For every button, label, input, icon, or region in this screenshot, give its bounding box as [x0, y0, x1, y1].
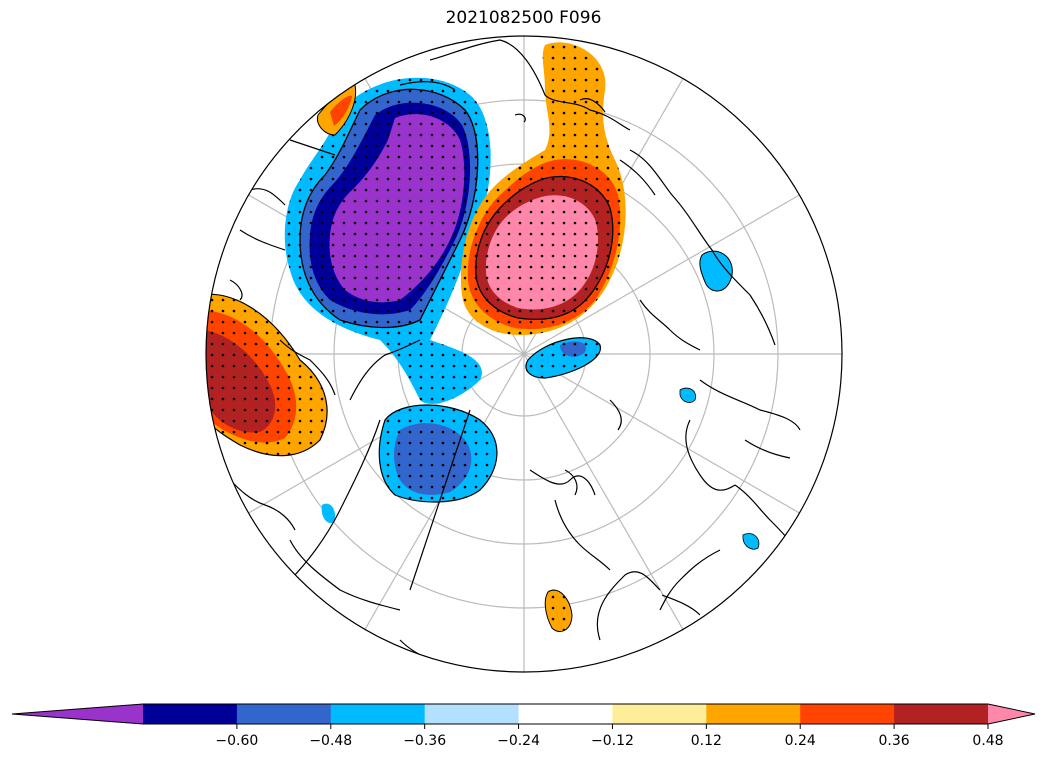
negative-anomaly-small-patches — [321, 250, 760, 550]
meridian-line — [523, 353, 684, 630]
colorbar-tick-label: −0.24 — [497, 733, 540, 749]
coastlines — [229, 39, 801, 661]
colorbar-bin — [894, 704, 989, 724]
meridian-line — [523, 194, 800, 355]
colorbar-tick-label: −0.48 — [309, 733, 352, 749]
colorbar-extend-min — [12, 704, 143, 724]
colorbar-tick-label: 0.36 — [879, 733, 910, 749]
positive-anomaly-region-south — [544, 589, 573, 632]
map-area — [206, 36, 842, 672]
colorbar-bin — [800, 704, 895, 724]
positive-anomaly-region-west — [206, 293, 328, 457]
colorbar-bin — [612, 704, 707, 724]
positive-anomaly-region-central — [460, 42, 626, 336]
colorbar-bin — [706, 704, 801, 724]
colorbar-tick-label: 0.12 — [691, 733, 722, 749]
map-boundary — [205, 35, 843, 673]
colorbar-outline — [11, 703, 1036, 725]
negative-anomaly-region-pole — [525, 337, 601, 379]
colorbar: −0.60 −0.48 −0.36 −0.24 −0.12 0.12 0.24 0.36 0.4… — [11, 703, 1036, 749]
colorbar-extend-max — [988, 704, 1035, 724]
colorbar-tick-label: −0.60 — [215, 733, 258, 749]
colorbar-tick-label: 0.48 — [972, 733, 1003, 749]
colorbar-tick-label: 0.24 — [785, 733, 816, 749]
colorbar-bin — [518, 704, 613, 724]
colorbar-bin — [143, 704, 238, 724]
negative-anomaly-region-west — [284, 77, 491, 404]
colorbar-bin — [424, 704, 520, 724]
colorbar-bin — [330, 704, 426, 724]
map-title: 2021082500 F096 — [445, 8, 602, 28]
colorbar-bin — [236, 704, 332, 724]
colorbar-tick-label: −0.36 — [403, 733, 446, 749]
meridian-line — [523, 353, 800, 514]
negative-anomaly-region-south — [378, 404, 498, 503]
colorbar-tick-label: −0.12 — [591, 733, 634, 749]
